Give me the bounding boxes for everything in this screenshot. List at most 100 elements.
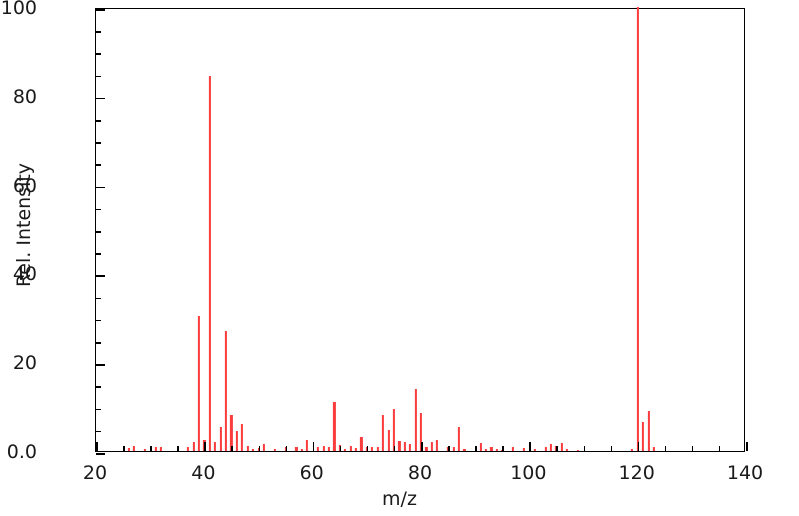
peak-bar (636, 7, 639, 451)
peak-bar (246, 445, 249, 451)
x-tick-minor (475, 446, 477, 451)
y-tick-minor (96, 164, 101, 166)
x-tick-minor (339, 446, 342, 451)
peak-bar (381, 415, 385, 451)
peak-bar (333, 402, 336, 451)
peak-bar (652, 446, 655, 451)
y-tick-minor (96, 319, 101, 322)
x-tick-major (312, 442, 315, 451)
peak-bar (566, 449, 569, 451)
x-axis-title: m/z (382, 488, 417, 510)
x-tick-minor (718, 446, 721, 451)
x-tick-major (421, 442, 423, 451)
y-tick-label: 20 (12, 352, 37, 375)
y-tick-minor (96, 253, 101, 255)
peak-bar (511, 446, 515, 451)
x-tick-label: 80 (407, 462, 433, 484)
peak-bar (576, 449, 580, 451)
peak-bar (484, 448, 488, 451)
x-tick-minor (583, 446, 585, 451)
x-tick-minor (150, 446, 152, 451)
peak-bar (344, 448, 347, 451)
y-tick-label: 40 (12, 263, 37, 286)
peak-bar (360, 436, 363, 451)
peak-bar (463, 448, 466, 451)
peak-bar (544, 446, 547, 451)
peak-bar (197, 315, 200, 451)
x-tick-minor (177, 446, 179, 451)
x-tick-label: 100 (510, 462, 547, 484)
peak-bar (208, 75, 211, 451)
peak-bar (371, 447, 374, 451)
peak-bar (387, 429, 390, 451)
peak-bar (186, 446, 190, 451)
peak-bar (452, 446, 455, 451)
peak-bar (490, 446, 493, 451)
y-tick-minor (96, 231, 101, 233)
x-tick-label: 20 (82, 462, 108, 484)
y-tick-minor (96, 31, 101, 33)
y-tick-minor (96, 53, 101, 55)
x-tick-minor (502, 446, 504, 451)
x-tick-label: 140 (726, 462, 764, 484)
peak-bar (522, 448, 525, 451)
peak-bar (354, 447, 358, 451)
x-tick-minor (393, 446, 396, 451)
peak-bar (300, 448, 303, 451)
peak-bar (306, 439, 309, 451)
peak-bar (457, 426, 460, 451)
peak-bar (214, 442, 217, 451)
y-tick-label: 100 (0, 0, 37, 19)
peak-bar (192, 442, 195, 451)
y-tick-label: 60 (12, 174, 37, 197)
x-tick-major (529, 442, 531, 451)
x-tick-minor (285, 446, 288, 451)
x-tick-minor (610, 446, 613, 451)
peak-bar (235, 431, 238, 451)
peak-bar (224, 331, 228, 451)
y-tick-major (96, 9, 105, 11)
peak-bar (349, 445, 352, 451)
x-tick-label: 40 (191, 462, 216, 484)
peak-bar (132, 445, 135, 451)
peak-bar (495, 449, 498, 451)
peak-bar (403, 442, 406, 451)
y-tick-minor (96, 297, 101, 300)
x-tick-minor (366, 446, 369, 451)
y-tick-label: 80 (12, 85, 37, 108)
peak-bar (127, 448, 130, 451)
x-tick-minor (556, 446, 558, 451)
peak-bar (327, 446, 330, 451)
peak-bar (479, 443, 482, 451)
peak-bar (560, 443, 563, 451)
y-tick-minor (96, 342, 101, 344)
y-tick-major (96, 275, 105, 277)
peak-bar (241, 424, 244, 451)
peak-bar (419, 413, 423, 451)
x-tick-minor (123, 446, 125, 451)
peak-bar (430, 442, 433, 451)
peak-bar (631, 449, 634, 451)
x-tick-label: 120 (618, 462, 655, 484)
y-tick-major (96, 453, 105, 455)
peak-bar (219, 426, 222, 451)
x-tick-major (96, 442, 98, 451)
y-tick-minor (96, 75, 101, 78)
x-tick-minor (231, 446, 233, 451)
spectrum-peaks (96, 7, 744, 451)
peak-bar (159, 447, 163, 451)
x-tick-minor (258, 446, 260, 451)
y-tick-minor (96, 386, 101, 388)
x-tick-minor (664, 446, 667, 451)
peak-bar (376, 446, 379, 451)
x-tick-minor (691, 446, 694, 451)
x-tick-major (637, 442, 640, 451)
y-tick-minor (96, 208, 101, 211)
plot-area (95, 7, 748, 455)
y-tick-minor (96, 142, 101, 144)
peak-bar (549, 443, 553, 451)
peak-bar (143, 449, 146, 451)
peak-bar (316, 447, 320, 451)
peak-bar (414, 388, 417, 451)
